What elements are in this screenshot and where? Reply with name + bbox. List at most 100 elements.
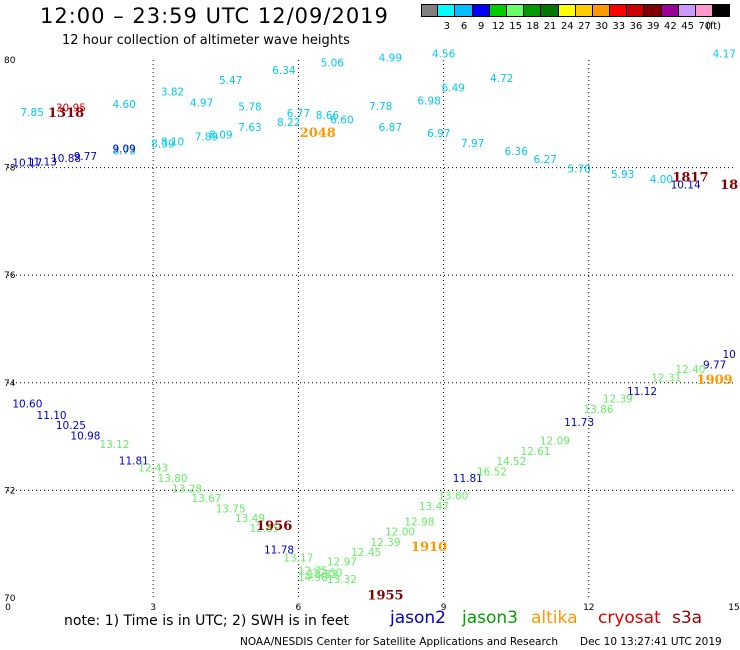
wave-height-label: 12.97 xyxy=(327,557,357,569)
wave-height-label: 5.93 xyxy=(611,169,634,181)
wave-height-label: 7.89 xyxy=(195,132,218,144)
wave-height-label: 18 xyxy=(720,178,738,193)
wave-height-label: 11.13 xyxy=(27,156,57,168)
x-tick-label: 9 xyxy=(441,603,447,613)
color-scale-label: 36 xyxy=(629,21,643,32)
chart-title: 12:00 – 23:59 UTC 12/09/2019 xyxy=(40,4,389,28)
color-scale-swatch xyxy=(661,4,679,17)
wave-height-label: 13.60 xyxy=(438,491,468,503)
wave-height-label: 13.80 xyxy=(158,473,188,485)
footer-timestamp: Dec 10 13:27:41 UTC 2019 xyxy=(580,636,722,648)
wave-height-label: 13.17 xyxy=(283,552,313,564)
color-scale-swatch xyxy=(678,4,696,17)
wave-height-label: 11.81 xyxy=(119,456,149,468)
color-scale-swatch xyxy=(438,4,456,17)
color-scale-label: 30 xyxy=(595,21,608,32)
color-scale-swatch xyxy=(627,4,645,17)
color-scale-label: 33 xyxy=(612,21,626,32)
wave-height-label: 1955 xyxy=(367,589,403,604)
color-scale-swatch xyxy=(421,4,439,17)
y-tick-label: 80 xyxy=(4,56,16,66)
color-scale-label: 45 xyxy=(681,21,694,32)
y-tick-label: 70 xyxy=(4,594,16,604)
wave-height-label: 13.32 xyxy=(327,574,357,586)
color-scale-label: 42 xyxy=(664,21,677,32)
wave-height-label: 13.33 xyxy=(308,569,338,581)
x-tick-label: 12 xyxy=(583,603,594,613)
color-scale-legend xyxy=(421,4,731,17)
y-tick-label: 78 xyxy=(4,164,16,174)
wave-height-label: 13.49 xyxy=(235,513,265,525)
color-scale-swatch xyxy=(472,4,490,17)
color-scale-label: 18 xyxy=(526,21,540,32)
wave-height-label: 8.66 xyxy=(316,110,340,122)
color-scale-swatch xyxy=(644,4,662,17)
color-scale-label: 24 xyxy=(560,21,574,32)
wave-height-label: 9.77 xyxy=(703,359,726,371)
wave-height-label: 12.00 xyxy=(385,527,415,539)
wave-height-label: 12.98 xyxy=(404,516,434,528)
wave-height-label: 12.43 xyxy=(138,463,168,475)
color-scale-label: 3 xyxy=(443,21,450,32)
x-tick-label: 3 xyxy=(150,603,156,613)
y-tick-label: 74 xyxy=(4,379,16,389)
wave-height-label: 13.86 xyxy=(583,404,613,416)
wave-height-label: 10.14 xyxy=(671,180,701,192)
wave-height-label: 30.95 xyxy=(56,103,86,115)
wave-height-label: 11.81 xyxy=(453,473,483,485)
wave-height-label: 13.28 xyxy=(172,484,202,496)
color-scale-label: 12 xyxy=(492,21,505,32)
wave-height-label: 9.77 xyxy=(74,151,97,163)
wave-height-label: 13.67 xyxy=(191,493,221,505)
color-scale-label: 70 xyxy=(698,21,712,32)
legend-altika: altika xyxy=(531,608,578,628)
wave-height-label: 4.72 xyxy=(490,73,513,85)
wave-height-label: 12.85 xyxy=(249,523,279,535)
wave-height-label: 8.09 xyxy=(209,130,232,142)
wave-height-label: 6.97 xyxy=(427,128,450,140)
wave-height-label: 5.06 xyxy=(321,57,345,69)
x-tick-label: 0 xyxy=(5,603,11,613)
color-scale-swatch xyxy=(610,4,628,17)
wave-height-label: 12.50 xyxy=(312,567,342,579)
wave-height-label: 7.78 xyxy=(369,101,392,113)
wave-height-label: 11.78 xyxy=(264,544,294,556)
wave-height-label: 10.17 xyxy=(12,158,42,170)
wave-height-label: 6.60 xyxy=(330,114,353,126)
wave-height-label: 6.98 xyxy=(417,96,440,108)
legend-s3a: s3a xyxy=(672,608,703,628)
wave-height-label: 7.85 xyxy=(21,107,44,119)
wave-height-label: 3.82 xyxy=(161,87,184,99)
wave-height-label: 16.52 xyxy=(477,466,507,478)
wave-height-label: 8.10 xyxy=(161,137,184,149)
wave-height-label: 10.88 xyxy=(51,153,81,165)
x-tick-label: 6 xyxy=(296,603,302,613)
color-scale-label: 6 xyxy=(460,21,468,32)
y-tick-label: 76 xyxy=(4,271,16,281)
wave-height-label: 2048 xyxy=(300,126,336,141)
wave-height-label: 6.77 xyxy=(287,108,310,120)
wave-height-label: 1956 xyxy=(256,519,292,534)
legend-cryosat: cryosat xyxy=(598,608,661,628)
color-scale-swatch xyxy=(558,4,576,17)
wave-height-label: 6.27 xyxy=(534,154,557,166)
color-scale-swatch xyxy=(592,4,611,17)
wave-height-label: 12.39 xyxy=(603,394,633,406)
footer-credit: NOAA/NESDIS Center for Satellite Applica… xyxy=(240,636,558,648)
color-scale-swatch xyxy=(696,4,714,17)
wave-height-label: 8.73 xyxy=(112,146,135,158)
wave-height-label: 10.25 xyxy=(56,420,86,432)
color-scale-label: 21 xyxy=(543,21,557,32)
wave-height-label: 14.58 xyxy=(298,572,328,584)
color-scale-swatch xyxy=(506,4,525,17)
wave-height-label: 7.63 xyxy=(238,122,261,134)
color-scale-swatch xyxy=(455,4,473,17)
color-scale-swatch xyxy=(713,4,731,17)
wave-height-label: 6.34 xyxy=(272,65,296,77)
wave-height-label: 13.75 xyxy=(216,503,246,515)
wave-height-label: 7.97 xyxy=(461,138,484,150)
wave-height-label: 6.49 xyxy=(442,83,465,95)
wave-height-label: 1318 xyxy=(48,106,84,121)
wave-height-label: 13.12 xyxy=(99,439,129,451)
